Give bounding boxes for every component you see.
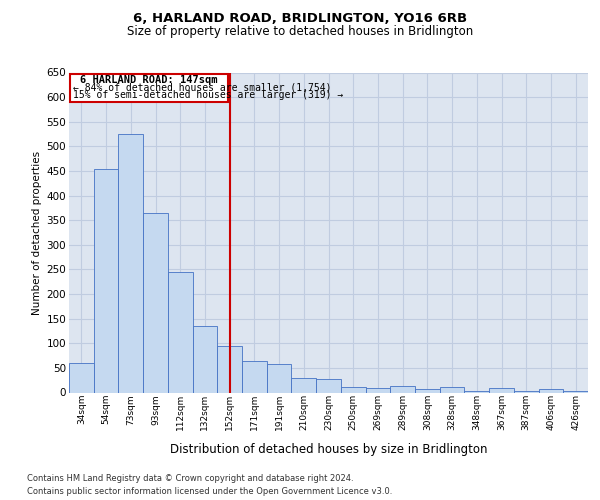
Text: Distribution of detached houses by size in Bridlington: Distribution of detached houses by size … — [170, 442, 488, 456]
Bar — [365, 388, 390, 392]
Bar — [489, 388, 514, 392]
Bar — [217, 346, 242, 393]
Bar — [292, 378, 316, 392]
Bar — [539, 388, 563, 392]
Text: Contains HM Land Registry data © Crown copyright and database right 2024.: Contains HM Land Registry data © Crown c… — [27, 474, 353, 483]
Bar — [563, 390, 588, 392]
Bar — [316, 378, 341, 392]
Bar — [514, 390, 539, 392]
FancyBboxPatch shape — [70, 74, 227, 102]
Bar — [69, 363, 94, 392]
Bar — [168, 272, 193, 392]
Bar — [390, 386, 415, 392]
Text: Size of property relative to detached houses in Bridlington: Size of property relative to detached ho… — [127, 25, 473, 38]
Text: 6 HARLAND ROAD: 147sqm: 6 HARLAND ROAD: 147sqm — [80, 76, 218, 86]
Bar — [267, 364, 292, 392]
Bar — [242, 360, 267, 392]
Bar — [118, 134, 143, 392]
Bar — [415, 388, 440, 392]
Text: Contains public sector information licensed under the Open Government Licence v3: Contains public sector information licen… — [27, 487, 392, 496]
Bar — [94, 168, 118, 392]
Bar — [143, 213, 168, 392]
Bar — [464, 390, 489, 392]
Text: 15% of semi-detached houses are larger (319) →: 15% of semi-detached houses are larger (… — [73, 90, 343, 100]
Text: 6, HARLAND ROAD, BRIDLINGTON, YO16 6RB: 6, HARLAND ROAD, BRIDLINGTON, YO16 6RB — [133, 12, 467, 24]
Text: ← 84% of detached houses are smaller (1,754): ← 84% of detached houses are smaller (1,… — [73, 83, 332, 93]
Y-axis label: Number of detached properties: Number of detached properties — [32, 150, 43, 314]
Bar — [193, 326, 217, 392]
Bar — [341, 386, 365, 392]
Bar — [440, 386, 464, 392]
